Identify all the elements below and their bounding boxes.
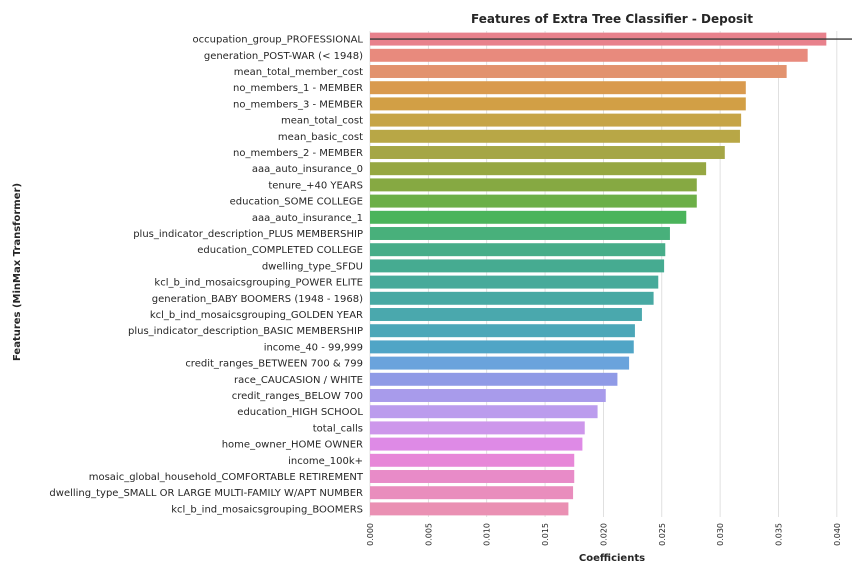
bar-13: [370, 243, 666, 257]
bar-27: [370, 470, 575, 483]
bar-15: [370, 275, 659, 289]
bar-14: [370, 259, 665, 273]
y-tick-label-16: generation_BABY BOOMERS (1948 - 1968): [152, 294, 363, 305]
y-tick-label-7: no_members_2 - MEMBER: [233, 148, 363, 159]
x-tick-label-4: 0.020: [599, 523, 608, 546]
bar-25: [370, 437, 583, 451]
y-tick-label-2: mean_total_member_cost: [234, 67, 363, 78]
bar-2: [370, 65, 787, 78]
y-axis-label: Features (MinMax Transformer): [12, 183, 23, 361]
x-tick-label-6: 0.030: [716, 523, 725, 546]
y-tick-label-27: mosaic_global_household_COMFORTABLE RETI…: [89, 472, 364, 483]
bar-9: [370, 178, 697, 192]
bar-5: [370, 113, 742, 127]
bar-21: [370, 372, 618, 386]
y-tick-label-28: dwelling_type_SMALL OR LARGE MULTI-FAMIL…: [49, 488, 363, 499]
y-tick-label-8: aaa_auto_insurance_0: [252, 164, 363, 175]
y-tick-label-24: total_calls: [313, 423, 363, 434]
bar-29: [370, 502, 569, 516]
x-tick-label-7: 0.035: [774, 523, 783, 546]
bar-24: [370, 421, 585, 435]
y-tick-label-12: plus_indicator_description_PLUS MEMBERSH…: [133, 229, 363, 240]
x-tick-label-1: 0.005: [424, 523, 433, 546]
y-tick-label-29: kcl_b_ind_mosaicsgrouping_BOOMERS: [171, 504, 363, 515]
y-tick-label-23: education_HIGH SCHOOL: [237, 407, 363, 418]
bar-19: [370, 340, 634, 354]
y-tick-label-17: kcl_b_ind_mosaicsgrouping_GOLDEN YEAR: [150, 310, 363, 321]
bars: [370, 32, 827, 516]
y-tick-label-19: income_40 - 99,999: [264, 342, 363, 353]
chart-title: Features of Extra Tree Classifier - Depo…: [471, 12, 753, 26]
x-tick-label-2: 0.010: [483, 523, 492, 546]
y-tick-labels: occupation_group_PROFESSIONAL generation_…: [49, 35, 363, 516]
x-tick-labels: 0.000 0.005 0.010 0.015 0.020 0.025 0.030 0.035…: [366, 523, 842, 546]
bar-4: [370, 97, 746, 111]
bar-28: [370, 486, 574, 500]
bar-7: [370, 146, 725, 159]
x-tick-label-0: 0.000: [366, 523, 375, 546]
y-tick-label-5: mean_total_cost: [281, 116, 363, 127]
x-tick-label-3: 0.015: [541, 523, 550, 546]
bar-3: [370, 81, 746, 95]
y-tick-label-11: aaa_auto_insurance_1: [252, 213, 363, 224]
bar-20: [370, 356, 630, 370]
y-tick-label-26: income_100k+: [288, 456, 363, 467]
y-tick-label-18: plus_indicator_description_BASIC MEMBERS…: [128, 326, 363, 337]
y-tick-label-10: education_SOME COLLEGE: [230, 197, 363, 208]
bar-6: [370, 129, 740, 143]
y-tick-label-14: dwelling_type_SFDU: [262, 261, 363, 272]
bar-23: [370, 405, 598, 419]
y-tick-label-0: occupation_group_PROFESSIONAL: [193, 35, 364, 46]
y-tick-label-13: education_COMPLETED COLLEGE: [197, 245, 363, 256]
bar-12: [370, 227, 670, 240]
y-tick-label-21: race_CAUCASION / WHITE: [234, 375, 363, 386]
y-tick-label-4: no_members_3 - MEMBER: [233, 99, 363, 110]
y-tick-label-9: tenure_+40 YEARS: [268, 180, 363, 191]
bar-10: [370, 194, 697, 208]
y-tick-label-3: no_members_1 - MEMBER: [233, 83, 363, 94]
y-tick-label-20: credit_ranges_BETWEEN 700 & 799: [185, 359, 363, 370]
y-tick-label-22: credit_ranges_BELOW 700: [232, 391, 363, 402]
y-tick-label-1: generation_POST-WAR (< 1948): [204, 51, 363, 62]
bar-16: [370, 291, 654, 305]
y-tick-label-25: home_owner_HOME OWNER: [222, 440, 363, 451]
bar-22: [370, 389, 606, 402]
bar-11: [370, 210, 687, 224]
x-axis-label: Coefficients: [579, 553, 645, 564]
bar-8: [370, 162, 707, 176]
bar-17: [370, 308, 642, 321]
bar-18: [370, 324, 635, 338]
bar-26: [370, 453, 575, 467]
x-tick-label-8: 0.040: [833, 523, 842, 546]
grid-lines: [369, 31, 838, 517]
x-tick-label-5: 0.025: [658, 523, 667, 546]
bar-1: [370, 48, 808, 62]
y-tick-label-6: mean_basic_cost: [278, 132, 363, 143]
y-tick-label-15: kcl_b_ind_mosaicsgrouping_POWER ELITE: [154, 278, 363, 289]
